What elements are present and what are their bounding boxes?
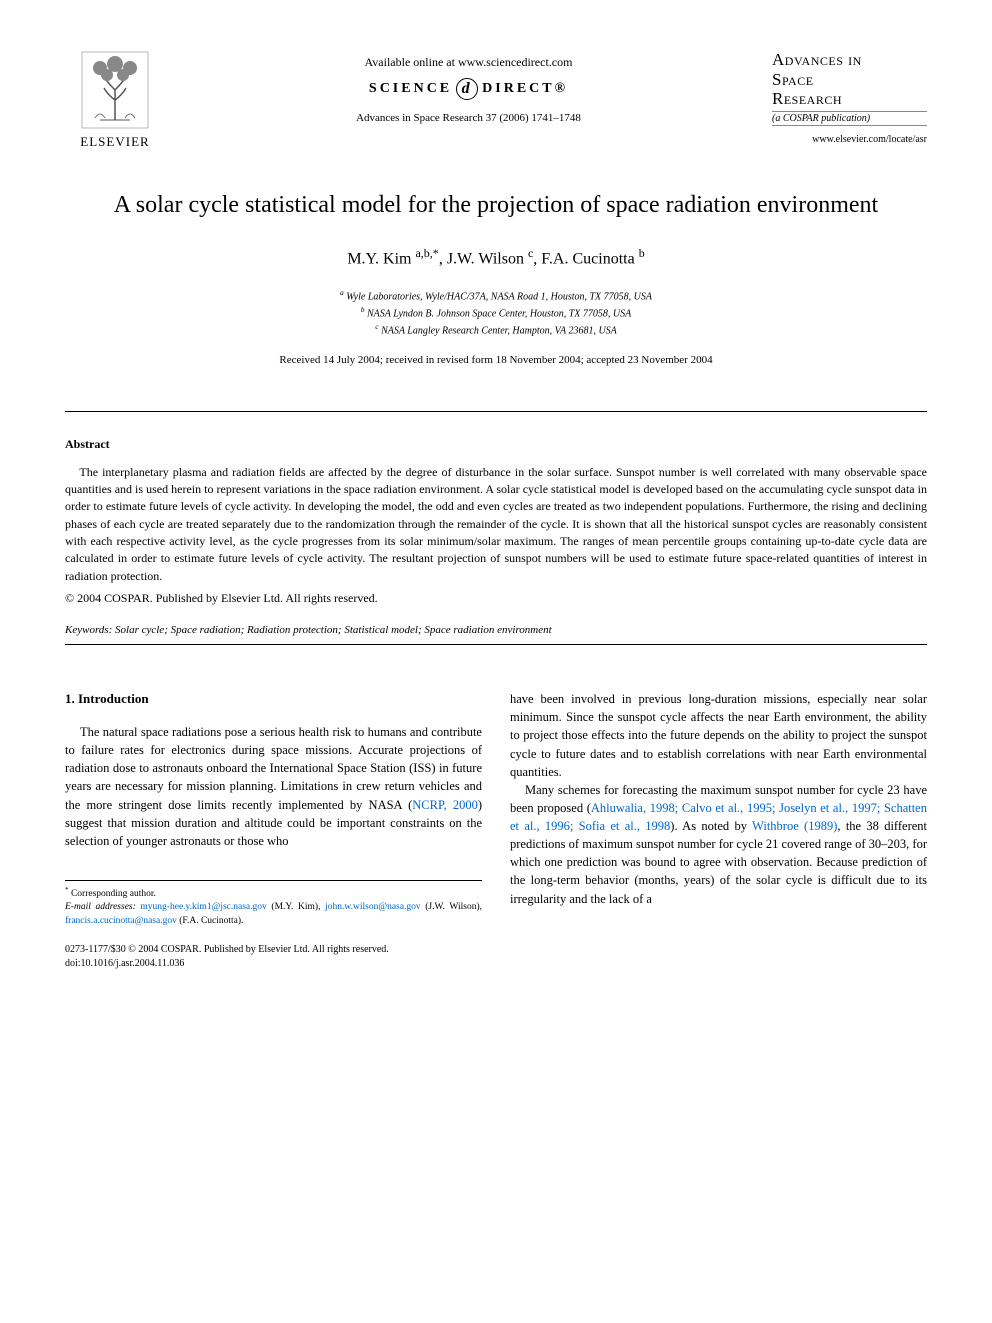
email-kim[interactable]: myung-hee.y.kim1@jsc.nasa.gov (140, 902, 266, 912)
sd-post: DIRECT® (482, 81, 568, 97)
doi: doi:10.1016/j.asr.2004.11.036 (65, 957, 927, 971)
available-online-text: Available online at www.sciencedirect.co… (365, 55, 573, 70)
column-left: 1. Introduction The natural space radiat… (65, 690, 482, 928)
affiliations: a Wyle Laboratories, Wyle/HAC/37A, NASA … (65, 287, 927, 339)
corresponding-author-footnote: * Corresponding author. E-mail addresses… (65, 880, 482, 928)
section-1-heading: 1. Introduction (65, 690, 482, 709)
email-cucinotta[interactable]: francis.a.cucinotta@nasa.gov (65, 916, 177, 926)
affiliation-c: c NASA Langley Research Center, Hampton,… (65, 321, 927, 338)
publisher-name: ELSEVIER (80, 134, 149, 150)
article-title: A solar cycle statistical model for the … (65, 190, 927, 221)
body-columns: 1. Introduction The natural space radiat… (65, 690, 927, 928)
authors-line: M.Y. Kim a,b,*, J.W. Wilson c, F.A. Cuci… (65, 246, 927, 268)
issn-copyright: 0273-1177/$30 © 2004 COSPAR. Published b… (65, 943, 927, 957)
keywords-line: Keywords: Solar cycle; Space radiation; … (65, 624, 927, 636)
intro-para-1: The natural space radiations pose a seri… (65, 723, 482, 850)
keywords-label: Keywords: (65, 624, 112, 636)
sd-pre: SCIENCE (369, 81, 452, 97)
keywords-text: Solar cycle; Space radiation; Radiation … (115, 624, 552, 636)
header-center: Available online at www.sciencedirect.co… (165, 50, 772, 124)
corr-author-label: * Corresponding author. (65, 886, 482, 901)
journal-reference: Advances in Space Research 37 (2006) 174… (356, 112, 581, 124)
sd-d-icon: d (456, 78, 478, 100)
page-footer: 0273-1177/$30 © 2004 COSPAR. Published b… (65, 943, 927, 971)
elsevier-tree-icon (80, 50, 150, 130)
email-wilson[interactable]: john.w.wilson@nasa.gov (325, 902, 420, 912)
cite-ncrp-2000[interactable]: NCRP, 2000 (412, 798, 478, 812)
cospar-subtitle: (a COSPAR publication) (772, 111, 927, 126)
journal-brand-block: Advances in Space Research (a COSPAR pub… (772, 50, 927, 145)
publisher-logo-block: ELSEVIER (65, 50, 165, 150)
journal-name: Advances in Space Research (772, 50, 927, 109)
abstract-copyright: © 2004 COSPAR. Published by Elsevier Ltd… (65, 591, 927, 606)
divider-top (65, 411, 927, 412)
intro-para-2: Many schemes for forecasting the maximum… (510, 781, 927, 908)
cite-withbroe-1989[interactable]: Withbroe (1989) (752, 819, 837, 833)
email-addresses: E-mail addresses: myung-hee.y.kim1@jsc.n… (65, 901, 482, 928)
article-dates: Received 14 July 2004; received in revis… (65, 354, 927, 366)
sciencedirect-logo: SCIENCE d DIRECT® (369, 78, 568, 100)
intro-para-1-cont: have been involved in previous long-dura… (510, 690, 927, 781)
page-header: ELSEVIER Available online at www.science… (65, 50, 927, 150)
journal-url: www.elsevier.com/locate/asr (772, 134, 927, 145)
abstract-text: The interplanetary plasma and radiation … (65, 464, 927, 586)
affiliation-a: a Wyle Laboratories, Wyle/HAC/37A, NASA … (65, 287, 927, 304)
divider-bottom (65, 644, 927, 645)
abstract-heading: Abstract (65, 437, 927, 452)
affiliation-b: b NASA Lyndon B. Johnson Space Center, H… (65, 304, 927, 321)
column-right: have been involved in previous long-dura… (510, 690, 927, 928)
